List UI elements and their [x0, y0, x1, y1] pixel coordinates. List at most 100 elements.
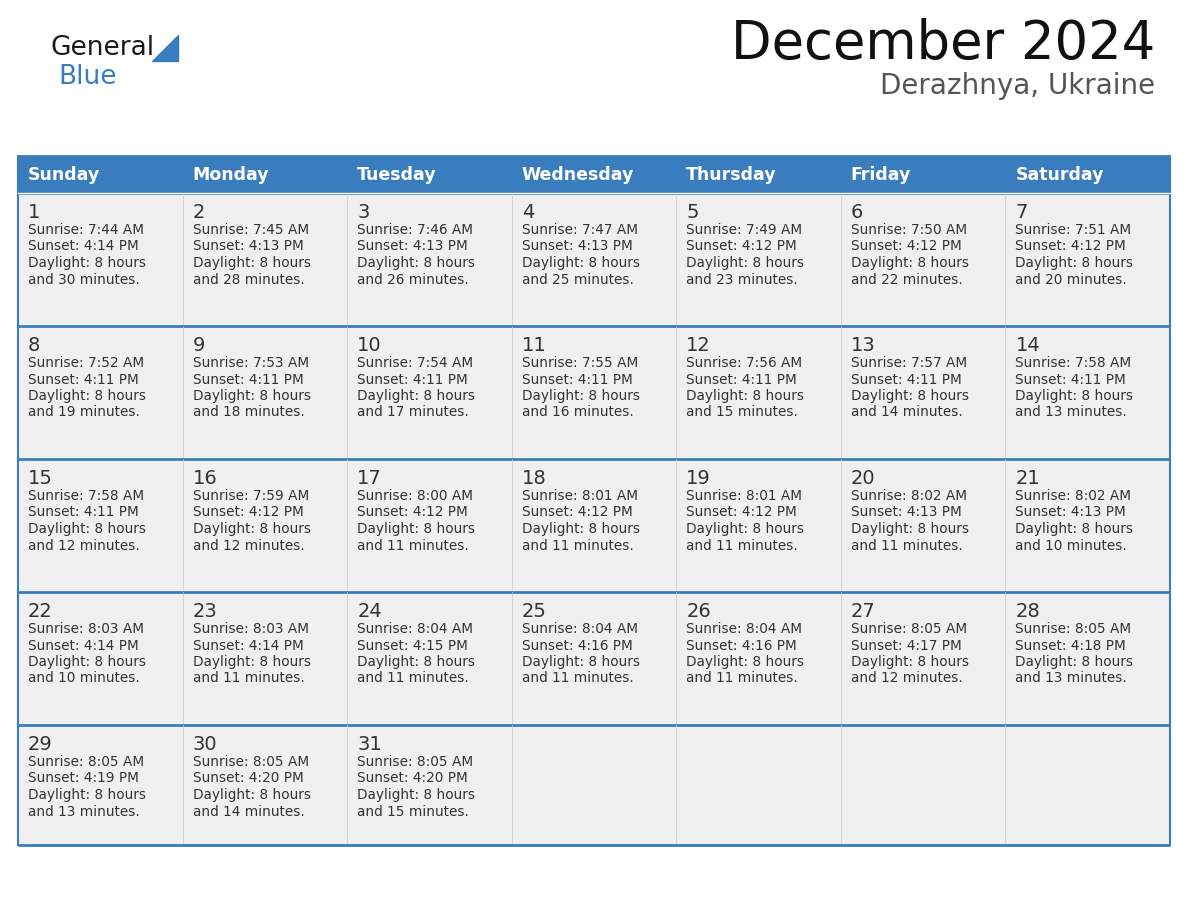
Text: Sunset: 4:12 PM: Sunset: 4:12 PM	[687, 506, 797, 520]
Text: and 30 minutes.: and 30 minutes.	[29, 273, 140, 286]
Text: and 12 minutes.: and 12 minutes.	[29, 539, 140, 553]
Text: 2: 2	[192, 203, 206, 222]
Text: Sunrise: 7:54 AM: Sunrise: 7:54 AM	[358, 356, 473, 370]
Text: 26: 26	[687, 602, 712, 621]
Text: Sunset: 4:12 PM: Sunset: 4:12 PM	[192, 506, 303, 520]
Text: Daylight: 8 hours: Daylight: 8 hours	[29, 389, 146, 403]
Text: 5: 5	[687, 203, 699, 222]
Text: Thursday: Thursday	[687, 165, 777, 184]
Bar	[183, 459, 347, 592]
Text: 19: 19	[687, 469, 712, 488]
Bar	[676, 592, 841, 725]
Text: and 13 minutes.: and 13 minutes.	[1016, 406, 1127, 420]
Text: and 11 minutes.: and 11 minutes.	[522, 671, 633, 686]
Bar	[183, 156, 347, 193]
Text: Daylight: 8 hours: Daylight: 8 hours	[687, 389, 804, 403]
Bar	[18, 326, 183, 459]
Text: and 22 minutes.: and 22 minutes.	[851, 273, 962, 286]
Text: Daylight: 8 hours: Daylight: 8 hours	[851, 522, 969, 536]
Text: Daylight: 8 hours: Daylight: 8 hours	[358, 655, 475, 669]
Text: 23: 23	[192, 602, 217, 621]
Text: Daylight: 8 hours: Daylight: 8 hours	[192, 788, 310, 802]
Text: Sunset: 4:18 PM: Sunset: 4:18 PM	[1016, 639, 1126, 653]
Text: Sunrise: 7:58 AM: Sunrise: 7:58 AM	[29, 489, 144, 503]
Text: Sunrise: 8:02 AM: Sunrise: 8:02 AM	[1016, 489, 1131, 503]
Bar	[676, 459, 841, 592]
Bar	[18, 156, 183, 193]
Text: Daylight: 8 hours: Daylight: 8 hours	[522, 389, 639, 403]
Text: Daylight: 8 hours: Daylight: 8 hours	[522, 256, 639, 270]
Bar	[183, 326, 347, 459]
Text: Sunset: 4:11 PM: Sunset: 4:11 PM	[358, 373, 468, 386]
Text: Sunrise: 8:04 AM: Sunrise: 8:04 AM	[522, 622, 638, 636]
Text: and 19 minutes.: and 19 minutes.	[29, 406, 140, 420]
Text: Sunset: 4:17 PM: Sunset: 4:17 PM	[851, 639, 961, 653]
Text: 13: 13	[851, 336, 876, 355]
Text: Sunday: Sunday	[29, 165, 100, 184]
Text: 25: 25	[522, 602, 546, 621]
Bar	[1005, 592, 1170, 725]
Text: Sunrise: 7:46 AM: Sunrise: 7:46 AM	[358, 223, 473, 237]
Text: Daylight: 8 hours: Daylight: 8 hours	[192, 256, 310, 270]
Bar	[512, 459, 676, 592]
Text: Sunset: 4:20 PM: Sunset: 4:20 PM	[358, 771, 468, 786]
Text: and 11 minutes.: and 11 minutes.	[851, 539, 962, 553]
Text: and 12 minutes.: and 12 minutes.	[851, 671, 962, 686]
Bar	[183, 193, 347, 326]
Bar	[512, 156, 676, 193]
Text: Daylight: 8 hours: Daylight: 8 hours	[358, 788, 475, 802]
Text: 20: 20	[851, 469, 876, 488]
Text: Daylight: 8 hours: Daylight: 8 hours	[358, 522, 475, 536]
Bar	[1005, 193, 1170, 326]
Text: 1: 1	[29, 203, 40, 222]
Bar	[512, 326, 676, 459]
Text: December 2024: December 2024	[731, 18, 1155, 70]
Text: Sunset: 4:19 PM: Sunset: 4:19 PM	[29, 771, 139, 786]
Text: Daylight: 8 hours: Daylight: 8 hours	[29, 788, 146, 802]
Bar	[841, 725, 1005, 845]
Text: Daylight: 8 hours: Daylight: 8 hours	[522, 522, 639, 536]
Text: 18: 18	[522, 469, 546, 488]
Text: 14: 14	[1016, 336, 1041, 355]
Text: Daylight: 8 hours: Daylight: 8 hours	[29, 655, 146, 669]
Text: Daylight: 8 hours: Daylight: 8 hours	[1016, 522, 1133, 536]
Bar	[676, 193, 841, 326]
Text: Daylight: 8 hours: Daylight: 8 hours	[29, 256, 146, 270]
Text: 6: 6	[851, 203, 864, 222]
Text: and 17 minutes.: and 17 minutes.	[358, 406, 469, 420]
Text: 15: 15	[29, 469, 53, 488]
Text: Saturday: Saturday	[1016, 165, 1104, 184]
Text: Sunrise: 7:56 AM: Sunrise: 7:56 AM	[687, 356, 802, 370]
Text: and 13 minutes.: and 13 minutes.	[29, 804, 140, 819]
Text: Sunrise: 7:47 AM: Sunrise: 7:47 AM	[522, 223, 638, 237]
Text: 9: 9	[192, 336, 206, 355]
Text: and 10 minutes.: and 10 minutes.	[29, 671, 140, 686]
Text: Sunrise: 7:59 AM: Sunrise: 7:59 AM	[192, 489, 309, 503]
Bar	[347, 592, 512, 725]
Text: 28: 28	[1016, 602, 1041, 621]
Text: Sunset: 4:11 PM: Sunset: 4:11 PM	[522, 373, 632, 386]
Text: and 11 minutes.: and 11 minutes.	[358, 539, 469, 553]
Text: Sunrise: 8:05 AM: Sunrise: 8:05 AM	[358, 755, 473, 769]
Text: Blue: Blue	[58, 64, 116, 90]
Text: 21: 21	[1016, 469, 1041, 488]
Bar	[1005, 156, 1170, 193]
Text: Sunset: 4:13 PM: Sunset: 4:13 PM	[851, 506, 961, 520]
Text: and 10 minutes.: and 10 minutes.	[1016, 539, 1127, 553]
Text: Tuesday: Tuesday	[358, 165, 437, 184]
Text: Sunrise: 8:01 AM: Sunrise: 8:01 AM	[522, 489, 638, 503]
Text: Sunset: 4:16 PM: Sunset: 4:16 PM	[522, 639, 632, 653]
Text: and 20 minutes.: and 20 minutes.	[1016, 273, 1127, 286]
Text: and 11 minutes.: and 11 minutes.	[358, 671, 469, 686]
Text: 31: 31	[358, 735, 381, 754]
Text: Sunrise: 8:04 AM: Sunrise: 8:04 AM	[687, 622, 802, 636]
Text: Sunrise: 7:57 AM: Sunrise: 7:57 AM	[851, 356, 967, 370]
Text: Sunset: 4:14 PM: Sunset: 4:14 PM	[29, 639, 139, 653]
Text: Sunrise: 8:03 AM: Sunrise: 8:03 AM	[29, 622, 144, 636]
Text: Daylight: 8 hours: Daylight: 8 hours	[192, 389, 310, 403]
Bar	[183, 592, 347, 725]
Text: Sunset: 4:14 PM: Sunset: 4:14 PM	[192, 639, 303, 653]
Bar	[18, 592, 183, 725]
Text: Wednesday: Wednesday	[522, 165, 634, 184]
Text: Sunset: 4:11 PM: Sunset: 4:11 PM	[851, 373, 961, 386]
